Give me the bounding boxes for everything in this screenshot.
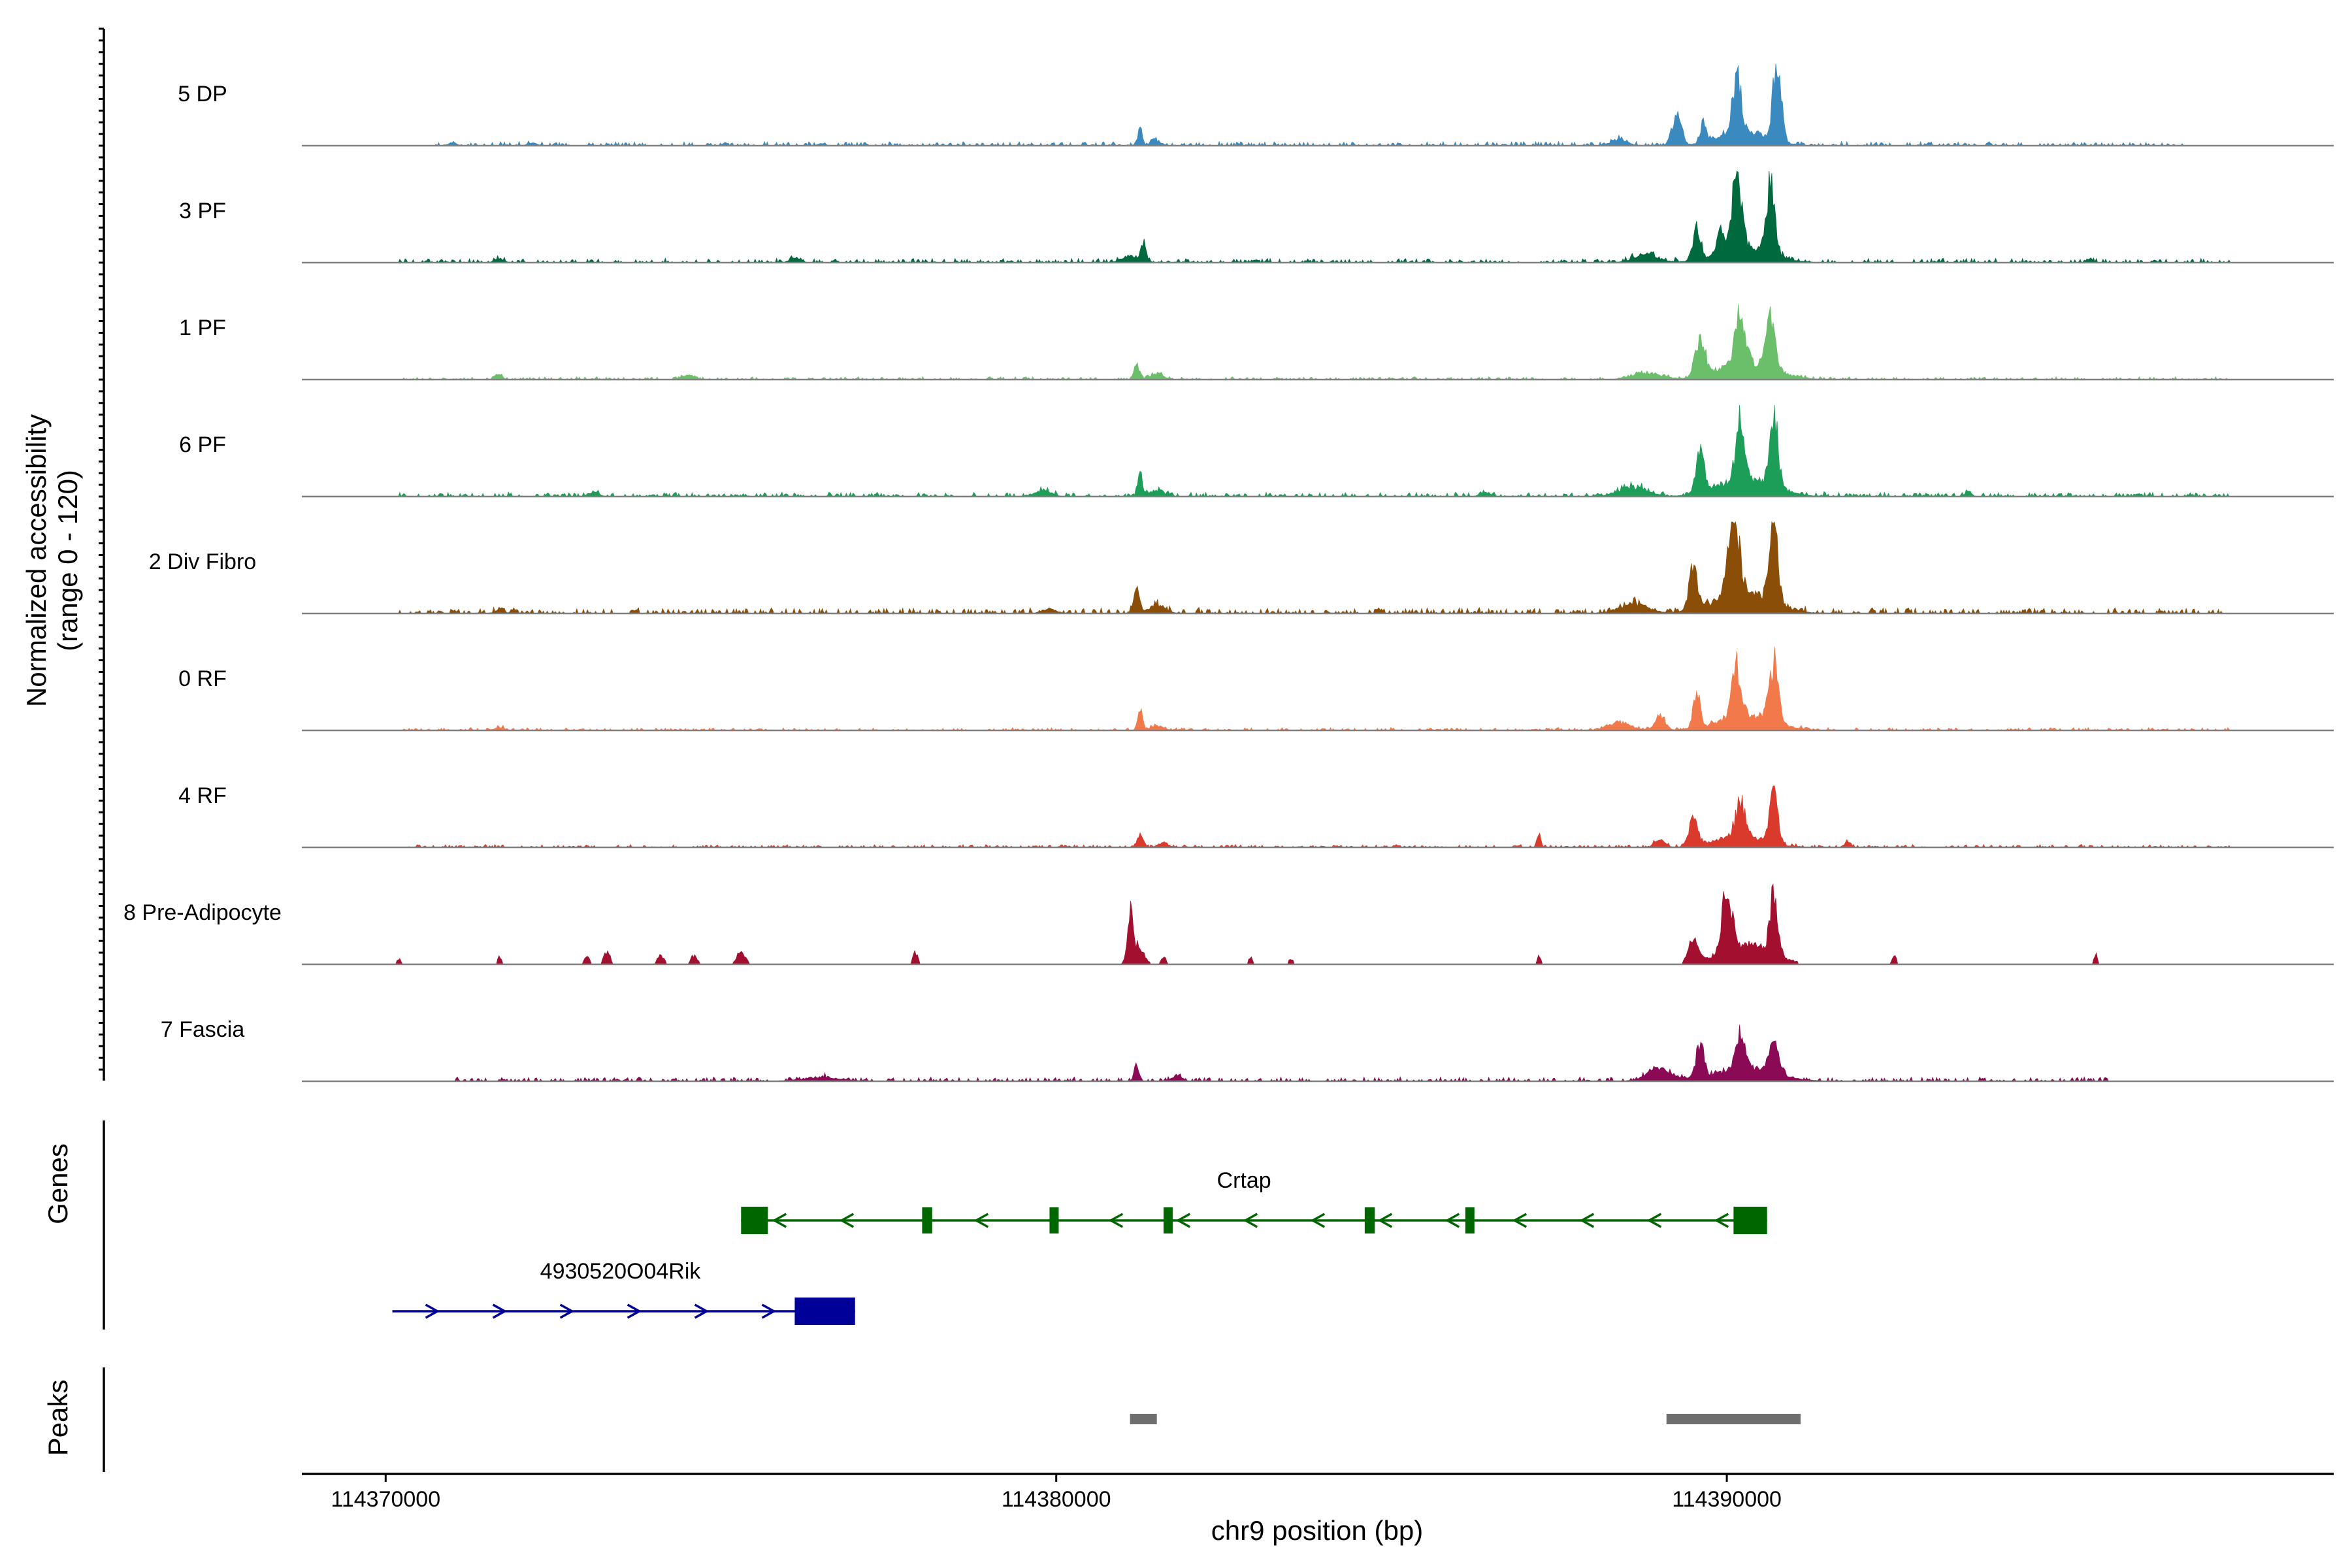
gene-label: 4930520O04Rik	[540, 1259, 702, 1284]
genes-panel-label: Genes	[42, 1143, 73, 1224]
coverage-area	[302, 404, 2334, 498]
strand-arrow	[1175, 1213, 1191, 1228]
gene-exon	[1465, 1207, 1475, 1233]
track-8-pre-adipocyte: 8 Pre-Adipocyte	[123, 883, 2334, 966]
strand-arrow	[1646, 1213, 1662, 1228]
strand-arrow	[973, 1213, 989, 1228]
gene-exon	[922, 1207, 932, 1233]
strand-arrow	[1377, 1213, 1393, 1228]
track-2-div-fibro: 2 Div Fibro	[149, 521, 2334, 615]
track-1-pf: 1 PF	[179, 304, 2334, 381]
track-label: 7 Fascia	[161, 1017, 245, 1042]
strand-arrow	[1243, 1213, 1258, 1228]
strand-arrow	[1445, 1213, 1460, 1228]
strand-arrow	[839, 1213, 855, 1228]
gene-crtap: Crtap	[741, 1168, 1767, 1234]
gene-exon	[1163, 1207, 1173, 1233]
coverage-area	[302, 171, 2334, 263]
y-axis-title: Normalized accessibility (range 0 - 120)	[21, 414, 83, 707]
gene-4930520o04rik: 4930520O04Rik	[392, 1259, 855, 1325]
coverage-area	[302, 304, 2334, 380]
strand-arrow	[772, 1213, 787, 1228]
track-label: 2 Div Fibro	[149, 549, 256, 574]
peaks-panel	[1130, 1414, 1801, 1424]
peak-region	[1666, 1414, 1801, 1424]
strand-arrow	[1714, 1213, 1729, 1228]
track-label: 1 PF	[179, 316, 226, 340]
gene-label: Crtap	[1217, 1168, 1271, 1193]
strand-arrow	[1579, 1213, 1595, 1228]
strand-arrow	[761, 1303, 777, 1319]
strand-arrow	[1310, 1213, 1326, 1228]
x-tick-label: 114390000	[1672, 1487, 1782, 1512]
gene-exon	[794, 1298, 855, 1325]
track-5-dp: 5 DP	[178, 63, 2334, 147]
track-label: 5 DP	[178, 82, 227, 106]
coverage-area	[302, 646, 2334, 731]
track-4-rf: 4 RF	[178, 783, 2334, 849]
coverage-area	[302, 883, 2334, 965]
coverage-area	[302, 1024, 2334, 1083]
x-axis-title: chr9 position (bp)	[1211, 1515, 1424, 1546]
strand-arrow	[559, 1303, 575, 1319]
strand-arrow	[425, 1303, 440, 1319]
gene-exon	[1733, 1207, 1767, 1234]
coverage-area	[302, 63, 2334, 147]
coverage-area	[302, 785, 2334, 848]
genes-panel: Crtap 4930520O04Rik	[392, 1168, 1767, 1325]
track-label: 6 PF	[179, 433, 226, 457]
coverage-area	[302, 521, 2334, 615]
track-6-pf: 6 PF	[179, 404, 2334, 498]
strand-arrow	[1512, 1213, 1527, 1228]
track-7-fascia: 7 Fascia	[161, 1017, 2334, 1083]
gene-exon	[1049, 1207, 1059, 1233]
gene-exon	[741, 1207, 768, 1234]
strand-arrow	[1108, 1213, 1124, 1228]
coverage-y-ticks	[99, 27, 104, 1071]
track-3-pf: 3 PF	[179, 171, 2334, 264]
y-axis-title-line2: (range 0 - 120)	[52, 470, 83, 651]
y-axis-title-line1: Normalized accessibility	[21, 414, 52, 707]
peaks-panel-label: Peaks	[42, 1380, 73, 1456]
strand-arrow	[694, 1303, 710, 1319]
track-0-rf: 0 RF	[178, 646, 2334, 732]
track-label: 0 RF	[178, 666, 227, 691]
x-tick-label: 114370000	[331, 1487, 440, 1512]
track-label: 3 PF	[179, 199, 226, 223]
x-axis-ticks: 114370000 114380000 114390000	[331, 1474, 1782, 1512]
track-label: 8 Pre-Adipocyte	[123, 900, 282, 925]
peak-region	[1130, 1414, 1157, 1424]
x-tick-label: 114380000	[1002, 1487, 1111, 1512]
strand-arrow	[492, 1303, 508, 1319]
gene-exon	[1364, 1207, 1375, 1233]
track-label: 4 RF	[178, 783, 227, 808]
strand-arrow	[627, 1303, 642, 1319]
coverage-tracks: 5 DP 3 PF 1 PF 6 PF 2 Div Fibro 0 RF 4 RF 8 Pre…	[123, 63, 2334, 1083]
